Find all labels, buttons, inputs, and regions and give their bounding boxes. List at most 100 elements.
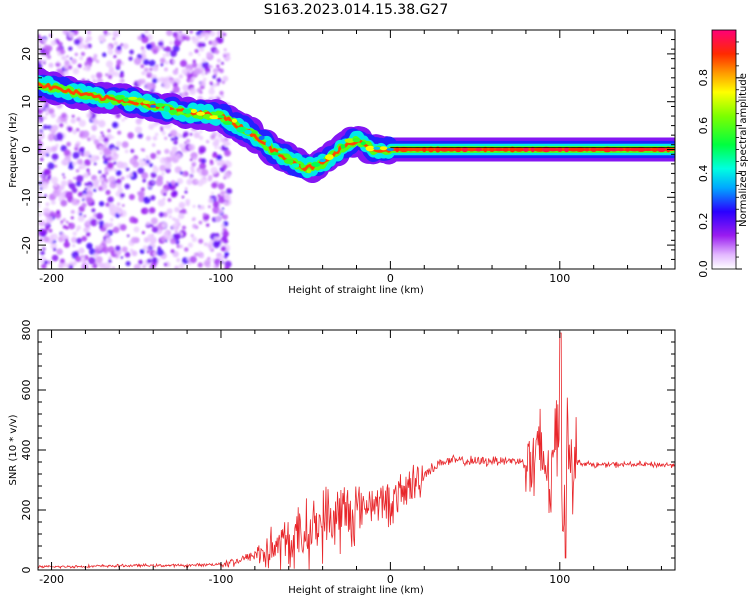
noise-blob <box>113 168 118 172</box>
snr-ylabel: SNR (10 * v/v) <box>8 414 19 485</box>
x-tick-label: 100 <box>549 573 570 586</box>
noise-blob <box>38 140 44 148</box>
noise-blob <box>64 59 70 66</box>
noise-blob <box>191 62 198 68</box>
noise-blob <box>99 151 103 155</box>
noise-blob <box>105 73 109 77</box>
noise-blob <box>126 174 130 179</box>
noise-blob <box>173 140 178 145</box>
noise-blob <box>141 49 147 54</box>
ridge-spot <box>217 115 225 119</box>
noise-blob <box>190 166 195 171</box>
noise-blob <box>152 78 158 84</box>
noise-blob <box>151 257 158 264</box>
noise-blob <box>170 129 178 137</box>
noise-blob <box>126 234 130 238</box>
noise-blob <box>198 250 202 254</box>
noise-blob <box>218 209 224 215</box>
ridge-spot <box>283 158 294 164</box>
noise-blob <box>90 134 97 141</box>
noise-blob <box>72 244 76 248</box>
noise-blob <box>125 167 130 172</box>
ridge-spot <box>311 162 321 168</box>
ridge-spot <box>502 147 509 152</box>
y-tick-label: 800 <box>20 320 33 341</box>
noise-blob <box>137 190 145 198</box>
noise-blob <box>169 50 177 57</box>
noise-blob <box>197 34 201 38</box>
noise-blob <box>193 67 201 76</box>
ridge-spot <box>636 147 646 152</box>
noise-blob <box>54 164 58 168</box>
ridge-spot <box>128 96 138 100</box>
noise-blob <box>208 246 214 251</box>
noise-blob <box>176 178 184 185</box>
noise-blob <box>137 133 143 139</box>
noise-blob <box>147 234 153 240</box>
noise-blob <box>156 156 159 159</box>
noise-blob <box>216 77 222 83</box>
noise-blob <box>150 224 154 228</box>
noise-blob <box>185 201 190 207</box>
noise-blob <box>52 189 61 197</box>
noise-blob <box>50 146 57 153</box>
noise-blob <box>119 224 127 231</box>
noise-blob <box>129 216 137 224</box>
noise-blob <box>76 117 81 122</box>
ridge-spot <box>534 147 545 152</box>
noise-blob <box>79 151 82 155</box>
noise-blob <box>133 226 140 233</box>
ridge-spot <box>236 126 247 133</box>
colorbar-tick-label: 0.4 <box>697 165 710 183</box>
noise-blob <box>149 67 153 72</box>
colorbar: 0.0 0.2 0.4 0.6 0.8 Normalized spectral ampl… <box>697 29 749 278</box>
noise-blob <box>159 164 166 172</box>
noise-blob <box>208 88 215 95</box>
noise-blob <box>108 66 115 73</box>
noise-blob <box>137 35 143 41</box>
noise-blob <box>86 242 93 250</box>
noise-blob <box>103 30 108 35</box>
noise-blob <box>171 146 178 153</box>
noise-blob <box>217 194 221 198</box>
ridge-spot <box>625 147 631 152</box>
ridge-spot <box>564 146 570 153</box>
ridge-spot <box>657 146 666 153</box>
noise-blob <box>149 207 156 214</box>
noise-blob <box>84 65 91 72</box>
noise-blob <box>150 172 157 178</box>
noise-blob <box>56 248 63 255</box>
noise-blob <box>206 140 210 144</box>
noise-blob <box>81 254 84 258</box>
noise-blob <box>202 212 207 217</box>
noise-blob <box>38 107 43 115</box>
noise-blob <box>112 266 115 269</box>
noise-blob <box>115 170 122 176</box>
noise-blob <box>137 167 145 175</box>
noise-blob <box>165 239 168 243</box>
noise-blob <box>143 237 150 243</box>
noise-blob <box>45 107 49 112</box>
noise-blob <box>218 262 221 265</box>
noise-blob <box>99 225 103 229</box>
noise-blob <box>52 247 57 252</box>
noise-blob <box>198 53 201 56</box>
noise-blob <box>147 246 152 251</box>
noise-blob <box>206 223 210 227</box>
noise-blob <box>78 119 86 127</box>
ridge-spot <box>386 148 395 151</box>
noise-blob <box>185 35 191 41</box>
noise-blob <box>103 159 109 165</box>
noise-blob <box>207 176 213 182</box>
noise-blob <box>161 131 166 136</box>
y-tick-label: 0 <box>20 567 33 574</box>
noise-blob <box>45 216 54 224</box>
noise-blob <box>155 64 159 67</box>
noise-blob <box>220 246 227 252</box>
noise-blob <box>172 86 180 94</box>
noise-blob <box>180 92 186 98</box>
noise-blob <box>60 232 65 238</box>
noise-blob <box>190 233 194 238</box>
noise-blob <box>216 58 221 63</box>
noise-blob <box>98 34 106 43</box>
